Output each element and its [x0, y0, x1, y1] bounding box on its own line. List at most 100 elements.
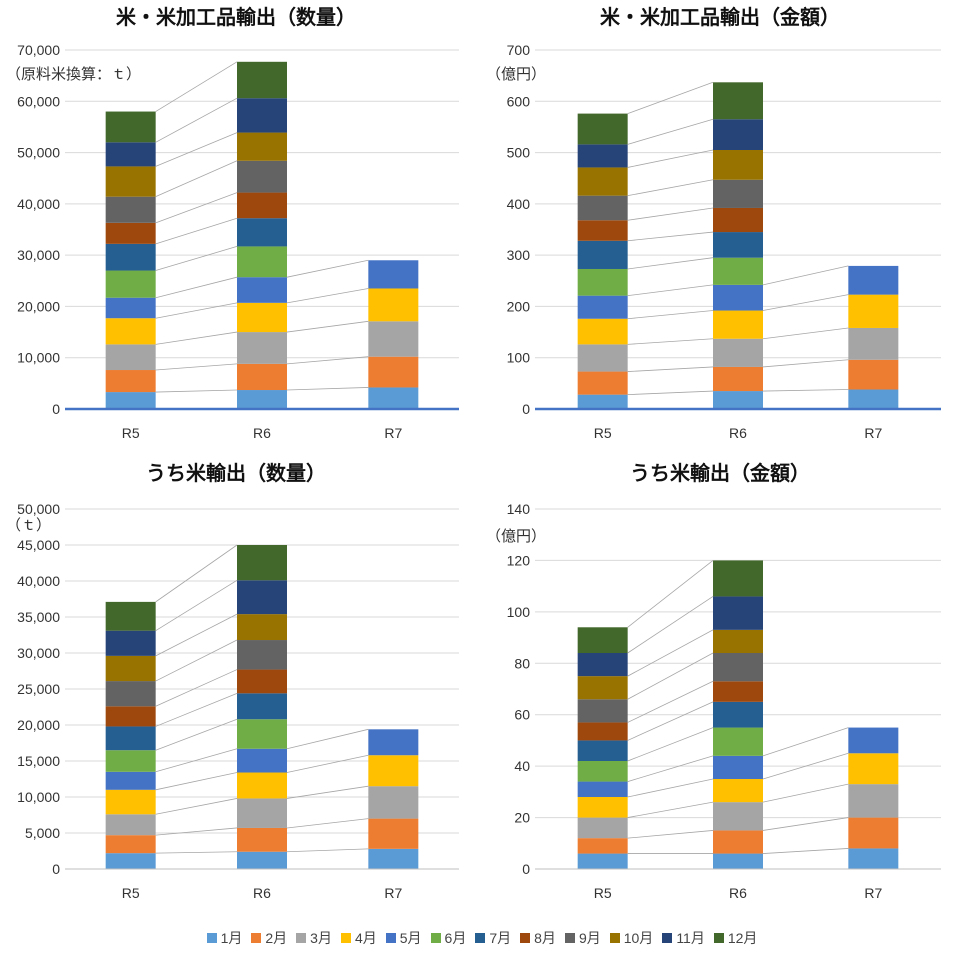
chart-title: うち米輸出（金額） — [630, 461, 810, 485]
bar-segment — [368, 260, 419, 289]
bar-segment — [368, 321, 419, 357]
legend-swatch-7 — [475, 933, 486, 943]
bar-segment — [237, 827, 287, 852]
bar-segment — [237, 302, 287, 333]
bar-segment — [577, 797, 628, 818]
legend-label-2: 2月 — [265, 930, 288, 946]
bar-segment — [713, 755, 763, 779]
x-tick-label: R7 — [864, 885, 882, 901]
legend-item-6: 6月 — [430, 928, 466, 948]
bar-segment — [713, 119, 763, 151]
bar-segment — [713, 257, 763, 285]
series-line — [155, 827, 238, 836]
bar-segment — [105, 601, 156, 631]
bar-segment — [848, 848, 899, 869]
bar-segment — [577, 722, 628, 741]
bar-segment — [105, 771, 156, 790]
series-line — [762, 327, 849, 340]
bar-segment — [577, 344, 628, 372]
bar-segment — [848, 817, 899, 849]
legend-item-3: 3月 — [296, 928, 332, 948]
bar-segment — [713, 207, 763, 233]
legend-item-9: 9月 — [564, 928, 601, 948]
series-line — [155, 851, 238, 854]
y-tick-label: 120 — [507, 552, 531, 568]
series-line — [155, 160, 238, 198]
series-line — [286, 728, 369, 750]
series-line — [627, 207, 714, 221]
bar-segment — [713, 284, 763, 311]
bar-segment — [237, 640, 287, 670]
legend-item-5: 5月 — [385, 928, 422, 948]
bar-segment — [237, 98, 287, 133]
series-line — [627, 560, 714, 628]
legend-swatch-3 — [296, 933, 307, 943]
bar-segment — [368, 786, 419, 819]
y-axis-label: （億円） — [486, 66, 546, 83]
series-line — [286, 818, 369, 829]
series-line — [155, 669, 238, 707]
bar-segment — [105, 297, 156, 319]
legend-swatch-2 — [251, 933, 262, 943]
series-line — [762, 389, 849, 392]
series-line — [155, 639, 238, 682]
legend-label-3: 3月 — [310, 930, 332, 946]
series-line — [762, 727, 849, 757]
bar-segment — [105, 789, 156, 815]
bar-segment — [713, 701, 763, 728]
bar-segment — [577, 394, 628, 409]
bar-segment — [105, 222, 156, 244]
y-tick-label: 100 — [507, 604, 531, 620]
legend-item-7: 7月 — [475, 928, 511, 948]
series-line — [627, 830, 714, 839]
y-tick-label: 0 — [522, 861, 530, 877]
bar-segment — [105, 726, 156, 751]
y-tick-label: 30,000 — [17, 645, 60, 661]
legend-swatch-11 — [662, 933, 673, 943]
bar-segment — [237, 545, 287, 581]
series-line — [286, 848, 369, 853]
bar-segment — [237, 363, 287, 391]
legend-swatch-10 — [609, 933, 620, 943]
bar-segment — [848, 753, 899, 785]
series-line — [155, 748, 238, 773]
y-tick-label: 0 — [52, 401, 60, 417]
y-tick-label: 20 — [514, 810, 530, 826]
bar-segment — [368, 356, 419, 388]
bar-segment — [237, 748, 287, 773]
bar-segment — [368, 848, 419, 869]
bar-segment — [577, 817, 628, 839]
bar-segment — [713, 338, 763, 367]
series-line — [155, 132, 238, 167]
y-axis-label: （億円） — [486, 528, 546, 545]
legend-label-10: 10月 — [623, 930, 654, 946]
legend-swatch-5 — [385, 933, 396, 943]
bar-segment — [713, 853, 763, 869]
bar-segment — [713, 232, 763, 258]
series-line — [155, 61, 238, 112]
legend-label-4: 4月 — [354, 930, 377, 946]
bar-segment — [368, 729, 419, 756]
series-line — [286, 288, 369, 304]
series-line — [627, 257, 714, 270]
bar-segment — [713, 779, 763, 803]
legend-swatch-9 — [564, 933, 575, 943]
series-line — [627, 366, 714, 372]
bar-segment — [713, 560, 763, 597]
bar-segment — [577, 318, 628, 345]
series-line — [627, 596, 714, 654]
y-tick-label: 25,000 — [17, 681, 60, 697]
y-tick-label: 400 — [507, 196, 531, 212]
bar-segment — [105, 853, 156, 869]
bar-segment — [105, 270, 156, 298]
bar-segment — [577, 167, 628, 196]
bar-segment — [237, 772, 287, 799]
bar-segment — [577, 781, 628, 797]
bar-segment — [368, 755, 419, 787]
bar-segment — [368, 387, 419, 409]
bar-segment — [713, 802, 763, 831]
series-line — [286, 387, 369, 391]
y-tick-label: 50,000 — [17, 145, 60, 161]
series-line — [627, 81, 714, 114]
